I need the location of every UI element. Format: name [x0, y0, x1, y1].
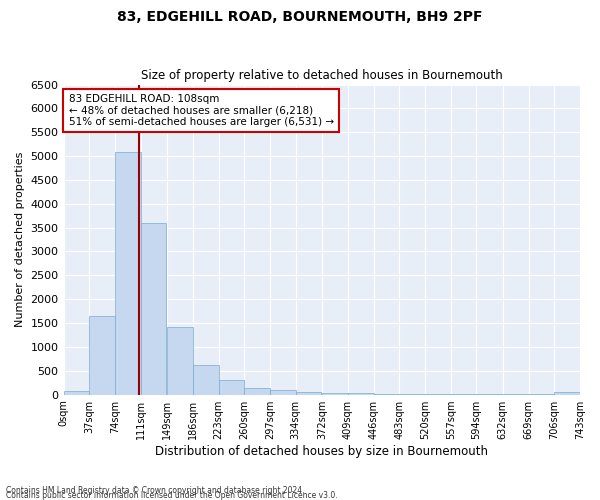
Bar — [64, 391, 89, 394]
Bar — [167, 328, 193, 394]
Bar — [89, 316, 115, 394]
Title: Size of property relative to detached houses in Bournemouth: Size of property relative to detached ho… — [141, 69, 503, 82]
Bar — [554, 392, 580, 394]
Bar — [115, 152, 140, 394]
Bar — [322, 392, 348, 394]
Bar — [296, 392, 322, 394]
Text: 83 EDGEHILL ROAD: 108sqm
← 48% of detached houses are smaller (6,218)
51% of sem: 83 EDGEHILL ROAD: 108sqm ← 48% of detach… — [69, 94, 334, 127]
X-axis label: Distribution of detached houses by size in Bournemouth: Distribution of detached houses by size … — [155, 444, 488, 458]
Text: Contains HM Land Registry data © Crown copyright and database right 2024.: Contains HM Land Registry data © Crown c… — [6, 486, 305, 495]
Bar — [218, 380, 244, 394]
Bar — [348, 393, 374, 394]
Text: Contains public sector information licensed under the Open Government Licence v3: Contains public sector information licen… — [6, 490, 338, 500]
Bar — [244, 388, 270, 394]
Text: 83, EDGEHILL ROAD, BOURNEMOUTH, BH9 2PF: 83, EDGEHILL ROAD, BOURNEMOUTH, BH9 2PF — [117, 10, 483, 24]
Bar — [140, 224, 166, 394]
Y-axis label: Number of detached properties: Number of detached properties — [15, 152, 25, 328]
Bar — [193, 365, 218, 394]
Bar — [270, 390, 296, 394]
